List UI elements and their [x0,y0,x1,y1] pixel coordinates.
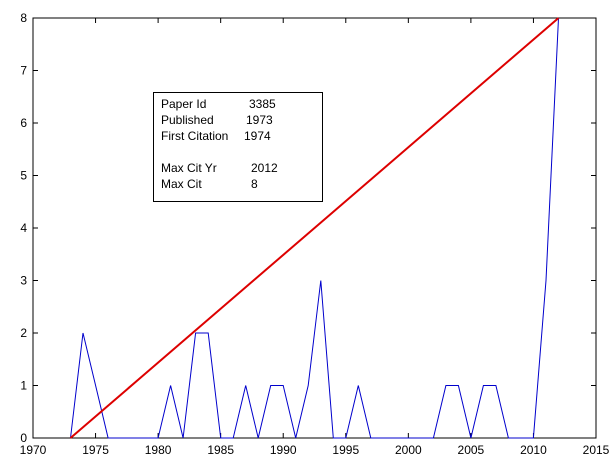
y-tick-label: 0 [20,431,27,445]
series-layer [69,17,560,439]
x-tick-label: 1970 [20,443,47,457]
y-tick-label: 4 [20,221,27,235]
y-tick-label: 2 [20,326,27,340]
x-tick-label: 2015 [583,443,610,457]
y-tick-label: 6 [20,116,27,130]
x-tick-label: 1980 [145,443,172,457]
info-annotation-box: Paper Id 3385 Published 1973 First Citat… [153,92,323,202]
y-tick-label: 1 [20,379,27,393]
y-tick-label: 5 [20,169,27,183]
x-tick-label: 2010 [520,443,547,457]
info-label-published: Published [161,113,214,127]
x-tick-label: 2005 [458,443,485,457]
info-label-max-cit-yr: Max Cit Yr [161,161,217,175]
x-tick-label: 1985 [207,443,234,457]
info-value-max-cit-yr: 2012 [251,161,278,175]
x-tick-label: 1975 [82,443,109,457]
x-tick-label: 1995 [332,443,359,457]
y-tick-label: 3 [20,274,27,288]
x-tick-label: 1990 [270,443,297,457]
citations-series-line [70,17,559,439]
info-value-first-citation: 1974 [244,129,271,143]
info-label-first-citation: First Citation [161,129,229,143]
y-tick-label: 8 [20,11,27,25]
x-tick-label: 2000 [395,443,422,457]
y-tick-label: 7 [20,64,27,78]
trend-series-line [69,17,560,439]
info-value-max-cit: 8 [251,177,258,191]
info-label-max-cit: Max Cit [161,177,202,191]
info-value-published: 1973 [246,113,273,127]
info-label-paper-id: Paper Id [161,97,207,111]
info-value-paper-id: 3385 [249,97,276,111]
